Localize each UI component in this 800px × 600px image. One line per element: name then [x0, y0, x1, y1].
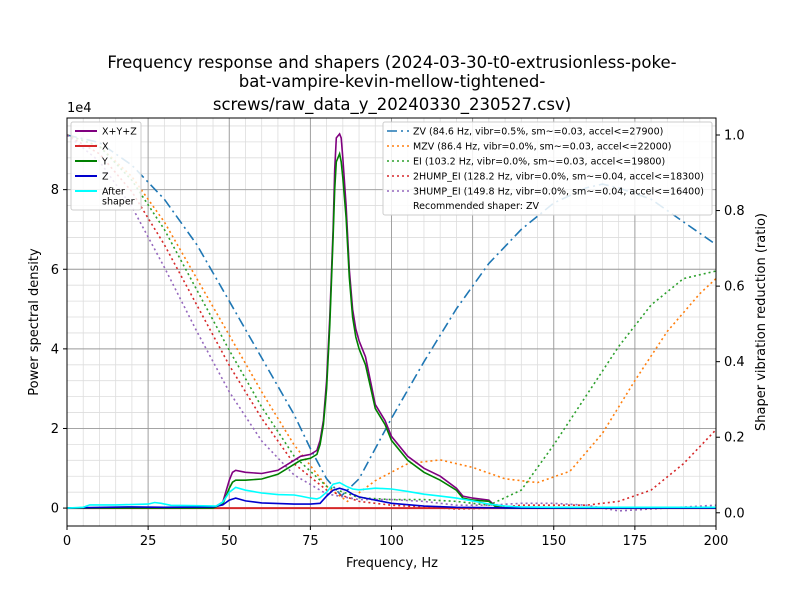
y2-tick-label: 0.6: [724, 280, 745, 295]
legend-label: Y: [101, 157, 108, 168]
legend-label: MZV (86.4 Hz, vibr=0.0%, sm~=0.03, accel…: [413, 142, 672, 153]
legend-label: 2HUMP_EI (128.2 Hz, vibr=0.0%, sm~=0.04,…: [413, 172, 704, 183]
x-tick-label: 100: [379, 534, 404, 549]
shaper-line: [66, 134, 717, 512]
x-tick-label: 25: [140, 534, 157, 549]
y-tick-label: 6: [51, 263, 59, 278]
y-axis-ticks: 0 2 4 6 8: [51, 183, 67, 517]
y2-tick-label: 0.4: [724, 355, 745, 370]
x-tick-label: 50: [221, 534, 238, 549]
title-line-1: Frequency response and shapers (2024-03-…: [107, 53, 676, 72]
title-line-3: screws/raw_data_y_20240330_230527.csv): [213, 95, 571, 115]
x-axis-label: Frequency, Hz: [346, 556, 438, 571]
legend-label: Z: [102, 172, 109, 183]
x-tick-label: 175: [622, 534, 647, 549]
x-tick-label: 75: [302, 534, 319, 549]
shaper-legend: ZV (84.6 Hz, vibr=0.5%, sm~=0.03, accel<…: [382, 121, 713, 216]
x-tick-label: 150: [541, 534, 566, 549]
legend-label: X: [102, 142, 109, 153]
legend-label: ZV (84.6 Hz, vibr=0.5%, sm~=0.03, accel<…: [413, 127, 663, 138]
shaper-line: [66, 134, 717, 503]
x-tick-label: 125: [460, 534, 485, 549]
legend-label: X+Y+Z: [102, 127, 137, 138]
shaper-line: [66, 134, 717, 507]
legend-label: After: [102, 187, 125, 198]
x-tick-label: 200: [704, 534, 729, 549]
shaper-legend-entries: ZV (84.6 Hz, vibr=0.5%, sm~=0.03, accel<…: [387, 127, 704, 198]
y-tick-label: 2: [51, 422, 59, 437]
shaper-line: [66, 134, 717, 510]
psd-line: [67, 132, 716, 509]
legend-label: shaper: [102, 197, 135, 208]
chart-title: Frequency response and shapers (2024-03-…: [107, 53, 676, 115]
psd-line: [67, 151, 716, 509]
y-offset-text: 1e4: [67, 101, 92, 116]
title-line-2: bat-vampire-kevin-mellow-tightened-: [239, 72, 546, 91]
psd-line: [66, 481, 716, 509]
x-tick-label: 0: [63, 534, 71, 549]
x-axis-ticks: 0 25 50 75 100 125 150 175 200: [63, 526, 729, 549]
y-axis-label: Power spectral density: [27, 248, 42, 396]
legend-label: 3HUMP_EI (149.8 Hz, vibr=0.0%, sm~=0.04,…: [413, 187, 704, 198]
y-tick-label: 0: [51, 502, 59, 517]
y-tick-label: 4: [51, 342, 59, 357]
y2-axis-ticks: 0.0 0.2 0.4 0.6 0.8 1.0: [716, 129, 745, 521]
y2-tick-label: 0.2: [724, 431, 745, 446]
recommended-shaper-text: Recommended shaper: ZV: [413, 201, 539, 212]
y-tick-label: 8: [51, 183, 59, 198]
psd-legend-box: [70, 121, 142, 211]
y2-tick-label: 0.0: [724, 506, 745, 521]
y2-tick-label: 0.8: [724, 204, 745, 219]
legend-label: EI (103.2 Hz, vibr=0.0%, sm~=0.03, accel…: [413, 157, 665, 168]
psd-line: [66, 487, 716, 509]
shaper-legend-box: [382, 121, 713, 216]
psd-lines: [66, 132, 716, 510]
y2-axis-label: Shaper vibration reduction (ratio): [754, 213, 769, 431]
y2-tick-label: 1.0: [724, 129, 745, 144]
